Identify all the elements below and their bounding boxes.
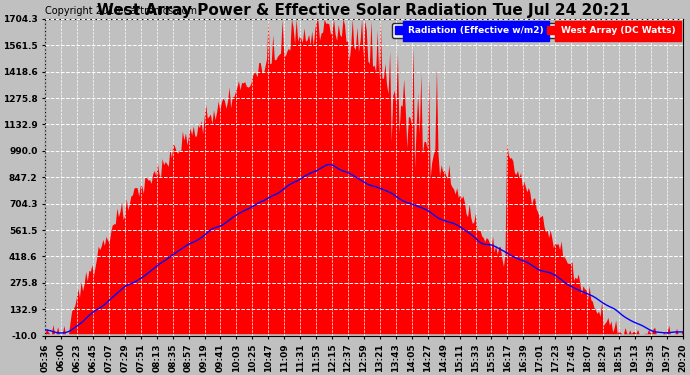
Legend: Radiation (Effective w/m2), West Array (DC Watts): Radiation (Effective w/m2), West Array (… <box>392 24 678 38</box>
Title: West Array Power & Effective Solar Radiation Tue Jul 24 20:21: West Array Power & Effective Solar Radia… <box>97 3 631 18</box>
Text: Copyright 2018 Cartronics.com: Copyright 2018 Cartronics.com <box>45 6 197 16</box>
